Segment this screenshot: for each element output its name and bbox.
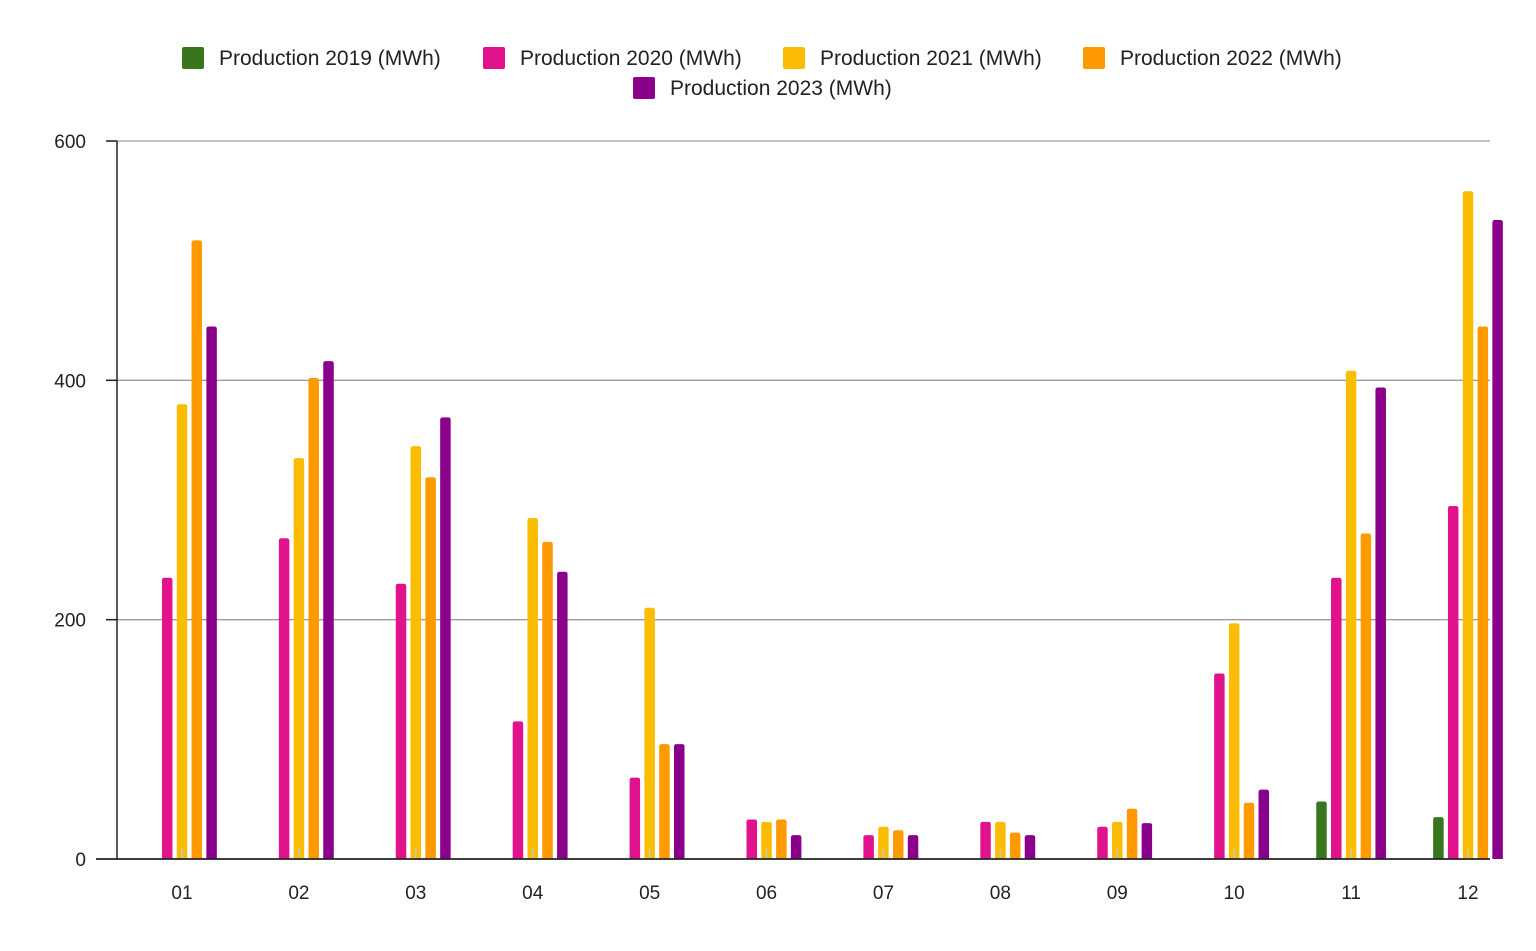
bar-01-series-3 <box>191 240 203 859</box>
bar-11-series-2 <box>1345 370 1357 859</box>
bar-04-series-1 <box>512 721 524 859</box>
x-tick-label: 11 <box>1341 883 1361 904</box>
bar-12-series-2 <box>1462 191 1474 859</box>
axes <box>96 140 1490 860</box>
bar-06-series-2 <box>761 821 772 859</box>
bar-06-series-3 <box>776 819 787 859</box>
x-tick-label: 10 <box>1224 883 1245 904</box>
x-tick-label: 09 <box>1107 883 1128 904</box>
bar-05-series-3 <box>659 744 670 859</box>
bar-09-series-4 <box>1141 823 1153 859</box>
legend-item[interactable]: Production 2021 (MWh) <box>783 47 1042 70</box>
tick-labels: 0 200 400 600 01 02 03 04 05 06 07 08 09 10 11 12 <box>54 132 1478 904</box>
legend-label: Production 2022 (MWh) <box>1120 47 1342 70</box>
bar-04-series-3 <box>542 541 553 859</box>
y-tick-label: 0 <box>75 850 86 871</box>
bars <box>161 191 1503 860</box>
bar-12-series-1 <box>1447 505 1459 859</box>
legend-label: Production 2023 (MWh) <box>670 77 892 100</box>
bar-02-series-4 <box>323 361 334 859</box>
legend-label: Production 2021 (MWh) <box>820 47 1042 70</box>
bar-08-series-3 <box>1009 832 1021 859</box>
legend-label: Production 2020 (MWh) <box>520 47 742 70</box>
bar-06-series-4 <box>790 835 802 859</box>
x-tick-label: 01 <box>171 883 192 904</box>
x-tick-label: 03 <box>405 883 426 904</box>
bar-10-series-4 <box>1258 789 1270 859</box>
bar-02-series-3 <box>308 377 319 859</box>
bar-01-series-4 <box>206 326 217 859</box>
gridlines <box>106 140 1490 621</box>
bar-07-series-2 <box>878 826 889 859</box>
bar-05-series-2 <box>644 607 655 859</box>
bar-03-series-3 <box>425 477 436 859</box>
legend-swatch <box>483 47 505 69</box>
legend-item[interactable]: Production 2022 (MWh) <box>1083 47 1342 70</box>
bar-12-series-3 <box>1477 326 1489 859</box>
x-tick-label: 12 <box>1457 883 1478 904</box>
bar-08-series-4 <box>1024 835 1036 859</box>
bar-03-series-1 <box>395 583 407 859</box>
x-tick-label: 06 <box>756 883 777 904</box>
bar-11-series-1 <box>1331 577 1342 859</box>
bar-08-series-1 <box>980 821 991 859</box>
bar-03-series-4 <box>440 417 451 859</box>
bar-08-series-2 <box>995 821 1006 859</box>
legend-swatch <box>1083 47 1105 69</box>
bar-09-series-3 <box>1126 808 1138 859</box>
bar-07-series-1 <box>863 835 874 859</box>
legend-item[interactable]: Production 2023 (MWh) <box>633 77 892 100</box>
bar-10-series-3 <box>1243 802 1255 859</box>
bar-09-series-2 <box>1112 821 1123 859</box>
bar-01-series-1 <box>161 577 173 859</box>
bar-11-series-0 <box>1316 801 1327 859</box>
bar-02-series-2 <box>293 458 305 859</box>
legend-item[interactable]: Production 2020 (MWh) <box>483 47 742 70</box>
bar-01-series-2 <box>176 404 188 859</box>
bar-03-series-2 <box>410 446 422 859</box>
x-tick-label: 02 <box>288 883 309 904</box>
y-tick-label: 400 <box>54 371 86 392</box>
legend-swatch <box>633 77 655 99</box>
x-tick-label: 07 <box>873 883 894 904</box>
bar-10-series-1 <box>1214 673 1225 859</box>
bar-06-series-1 <box>746 819 757 859</box>
bar-04-series-4 <box>557 571 568 859</box>
bar-10-series-2 <box>1228 623 1240 859</box>
bar-07-series-3 <box>893 830 904 859</box>
x-tick-label: 04 <box>522 883 544 904</box>
x-tick-label: 08 <box>990 883 1011 904</box>
x-tick-label: 05 <box>639 883 660 904</box>
legend-item[interactable]: Production 2019 (MWh) <box>182 47 441 70</box>
bar-05-series-1 <box>629 777 641 859</box>
bar-05-series-4 <box>673 744 685 859</box>
bar-12-series-4 <box>1492 219 1503 860</box>
legend-swatch <box>783 47 805 69</box>
bar-07-series-4 <box>907 835 919 859</box>
bar-09-series-1 <box>1097 826 1108 859</box>
bar-12-series-0 <box>1433 817 1444 859</box>
legend-swatch <box>182 47 204 69</box>
bar-11-series-3 <box>1360 533 1372 859</box>
y-tick-label: 200 <box>54 611 86 632</box>
legend: Production 2019 (MWh) Production 2020 (MW… <box>182 47 1342 100</box>
bar-04-series-2 <box>527 517 538 859</box>
y-tick-label: 600 <box>54 132 86 153</box>
bar-02-series-1 <box>278 538 290 859</box>
legend-label: Production 2019 (MWh) <box>219 47 441 70</box>
bar-11-series-4 <box>1375 387 1386 859</box>
